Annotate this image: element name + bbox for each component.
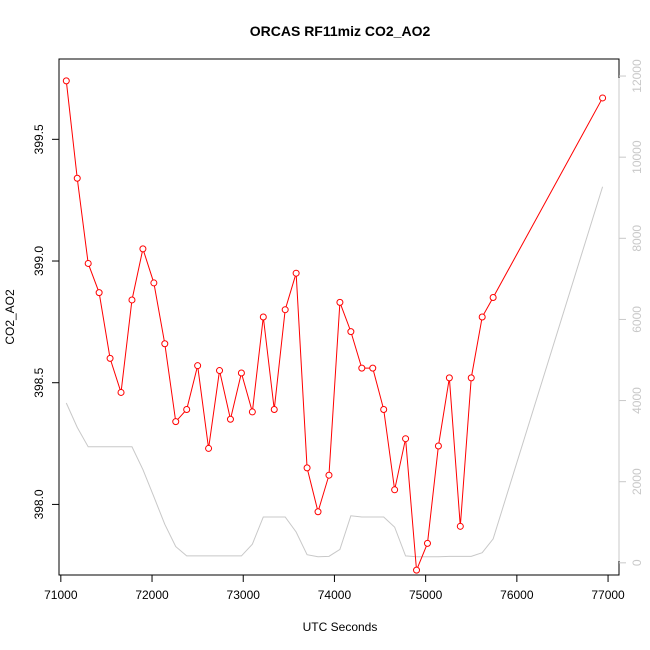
co2-point <box>336 298 344 306</box>
altitude-line <box>65 186 604 558</box>
chart-title: ORCAS RF11miz CO2_AO2 <box>250 23 431 39</box>
co2-point <box>358 364 366 372</box>
co2-point <box>303 464 311 472</box>
y-tick-label: 398.0 <box>32 489 46 519</box>
right-tick-label: 6000 <box>630 306 644 333</box>
x-tick-label: 74000 <box>318 588 352 602</box>
co2-line <box>65 80 604 571</box>
y-axis-label: CO2_AO2 <box>3 289 17 345</box>
co2-point <box>391 486 399 494</box>
x-tick-label: 75000 <box>409 588 443 602</box>
co2-point <box>95 289 103 297</box>
co2-point <box>216 367 224 375</box>
co2-point <box>423 539 431 547</box>
y-axis: 398.0 398.5 399.0 399.5 <box>32 124 60 519</box>
co2-point <box>117 388 125 396</box>
co2-point <box>380 405 388 413</box>
x-tick-label: 71000 <box>44 588 78 602</box>
co2-point <box>281 306 289 314</box>
co2-point <box>402 435 410 443</box>
altitude-series <box>65 186 604 558</box>
co2-point <box>128 296 136 304</box>
co2-point <box>599 94 607 102</box>
co2-point <box>183 405 191 413</box>
co2-point <box>489 294 497 302</box>
co2-point <box>413 566 421 574</box>
co2-point <box>226 415 234 423</box>
y-tick-label: 399.0 <box>32 246 46 276</box>
co2-point <box>259 313 267 321</box>
x-tick-label: 72000 <box>135 588 169 602</box>
x-tick-label: 73000 <box>227 588 261 602</box>
co2-point <box>237 369 245 377</box>
co2-point <box>139 245 147 253</box>
co2-point <box>325 471 333 479</box>
co2-series <box>62 77 607 574</box>
co2-point <box>205 444 213 452</box>
co2-point <box>478 313 486 321</box>
co2-point <box>150 279 158 287</box>
right-axis: 0 2000 4000 6000 8000 10000 12000 <box>618 59 644 566</box>
x-tick-label: 76000 <box>500 588 534 602</box>
co2-point <box>106 354 114 362</box>
co2-point <box>172 418 180 426</box>
right-tick-label: 10000 <box>630 140 644 174</box>
co2-point <box>194 362 202 370</box>
co2-point <box>434 442 442 450</box>
right-tick-label: 2000 <box>630 468 644 495</box>
right-tick-label: 8000 <box>630 225 644 252</box>
right-tick-label: 12000 <box>630 59 644 93</box>
co2-point <box>314 508 322 516</box>
x-axis: 71000 72000 73000 74000 75000 76000 77000 <box>44 574 625 602</box>
co2-point <box>248 408 256 416</box>
right-tick-label: 0 <box>630 559 644 566</box>
co2-point <box>84 259 92 267</box>
co2-point <box>347 328 355 336</box>
x-axis-label: UTC Seconds <box>303 620 378 634</box>
co2-point <box>369 364 377 372</box>
co2-point <box>445 374 453 382</box>
co2-point <box>467 374 475 382</box>
co2-point <box>270 405 278 413</box>
co2-point <box>161 340 169 348</box>
co2-point <box>62 77 70 85</box>
co2-point <box>456 522 464 530</box>
right-tick-label: 4000 <box>630 387 644 414</box>
y-tick-label: 399.5 <box>32 124 46 154</box>
x-tick-label: 77000 <box>591 588 625 602</box>
y-tick-label: 398.5 <box>32 367 46 397</box>
co2-point <box>73 174 81 182</box>
co2-point <box>292 269 300 277</box>
